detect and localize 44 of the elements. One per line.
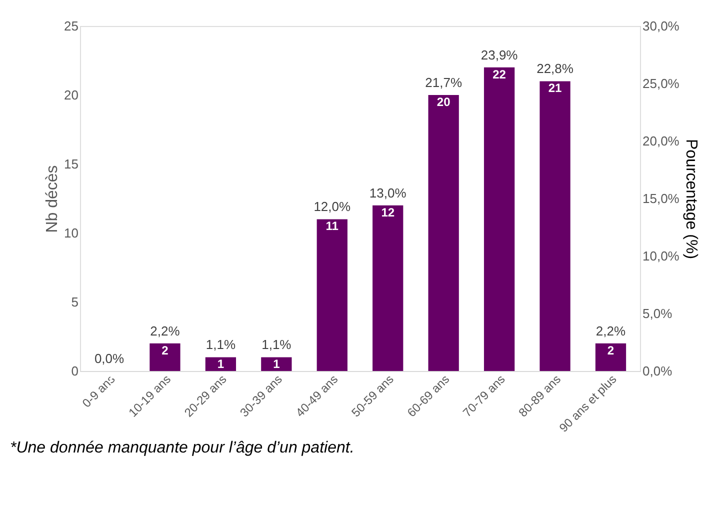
annotation: 2,2%: [150, 323, 180, 338]
y-tick-label: 10: [64, 226, 78, 240]
y-tick-label: 5: [71, 294, 78, 310]
bar: [428, 95, 459, 371]
annotation: 22,8%: [536, 61, 574, 76]
data-label: 2: [607, 343, 614, 358]
data-label: 21: [548, 81, 562, 96]
annotation: 13,0%: [369, 185, 407, 200]
bar: [372, 205, 404, 371]
y2-tick-label: 15,0%: [642, 191, 680, 206]
bar: [316, 219, 348, 371]
annotation: 23,9%: [480, 47, 518, 62]
y-tick-label: 20: [64, 88, 78, 102]
bar: [261, 357, 292, 371]
annotation: 21,7%: [425, 75, 462, 90]
y2-tick-label: 25,0%: [642, 76, 680, 91]
annotation: 0,0%: [94, 351, 125, 366]
y2-tick-label: 30,0%: [642, 18, 680, 34]
data-label: 22: [492, 67, 506, 82]
bar: [595, 343, 626, 371]
y2-tick-label: 20,0%: [642, 134, 680, 148]
y-tick-label: 0: [71, 364, 78, 378]
data-label: 11: [326, 219, 339, 234]
annotation: 12,0%: [314, 199, 352, 214]
y2-axis-title: Pourcentage (%): [682, 138, 700, 260]
data-label: 1: [217, 357, 224, 372]
annotation: 1,1%: [262, 337, 292, 352]
y-tick-label: 25: [64, 18, 78, 34]
y2-tick-label: 10,0%: [642, 248, 680, 264]
data-label: 12: [381, 205, 395, 220]
annotation: 1,1%: [206, 337, 236, 352]
bar: [150, 343, 180, 371]
y2-tick-label: 5,0%: [642, 306, 673, 321]
y2-tick-label: 0,0%: [642, 364, 673, 378]
data-label: 2: [162, 343, 169, 358]
data-label: 20: [436, 95, 451, 109]
y-tick-label: 15: [64, 156, 78, 172]
bar: [540, 81, 570, 371]
y-axis-title: Nb décès: [44, 165, 62, 233]
annotation: 2,2%: [596, 323, 626, 338]
text: *Une donnée manquante pour l’âge d’un patient.: [10, 440, 354, 457]
data-label: 1: [273, 357, 280, 372]
bar: [484, 67, 515, 371]
bar: [205, 357, 236, 371]
